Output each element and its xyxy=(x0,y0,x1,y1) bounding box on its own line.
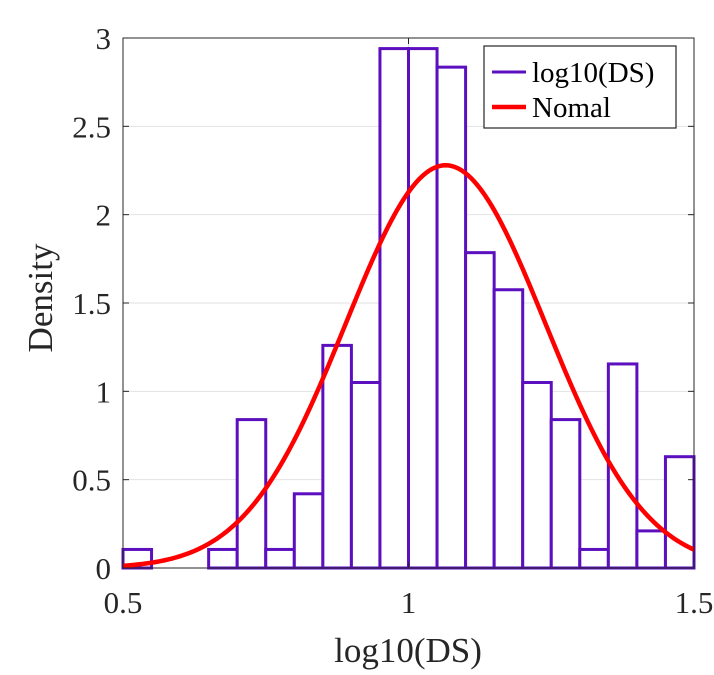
histogram-bar xyxy=(349,381,382,570)
legend-box xyxy=(483,45,677,129)
y-axis-label: Density xyxy=(21,243,60,352)
histogram-bar xyxy=(435,65,468,570)
histogram-bar xyxy=(635,529,667,570)
x-tick-label: 0.5 xyxy=(104,585,143,620)
histogram-bar xyxy=(549,418,582,570)
y-tick-label: 0.5 xyxy=(72,463,111,498)
y-tick-label: 2.5 xyxy=(72,109,111,144)
x-tick-label: 1.5 xyxy=(675,585,714,620)
histogram-bar xyxy=(321,343,353,570)
legend-label-normal: Nomal xyxy=(532,92,611,124)
y-tick-label: 1.5 xyxy=(72,286,111,321)
x-axis-label: log10(DS) xyxy=(334,631,482,670)
histogram-bar xyxy=(264,547,296,570)
histogram-bar xyxy=(207,547,239,570)
y-tick-label: 1 xyxy=(96,374,112,409)
histogram-bar xyxy=(578,547,610,570)
y-tick-label: 0 xyxy=(96,551,112,586)
histogram-bar xyxy=(521,381,553,570)
normal-fit-curve-layer xyxy=(122,163,695,569)
plot-axes xyxy=(122,37,695,569)
y-tick-label: 2 xyxy=(96,198,112,233)
y-tick-label: 3 xyxy=(96,21,112,56)
legend: log10(DS) Nomal xyxy=(483,45,677,129)
histogram-bar xyxy=(292,492,325,570)
x-tick-label: 1 xyxy=(401,585,417,620)
histogram-bar xyxy=(378,47,411,570)
legend-label-histogram: log10(DS) xyxy=(532,57,654,89)
histogram-bar xyxy=(464,251,496,570)
histogram-bar xyxy=(492,288,525,570)
histogram-bar xyxy=(663,455,696,570)
histogram-bar xyxy=(407,47,439,570)
normal-fit-curve xyxy=(122,163,695,569)
tick-labels: 0.5 1 1.500.511.522.53 xyxy=(72,21,713,620)
